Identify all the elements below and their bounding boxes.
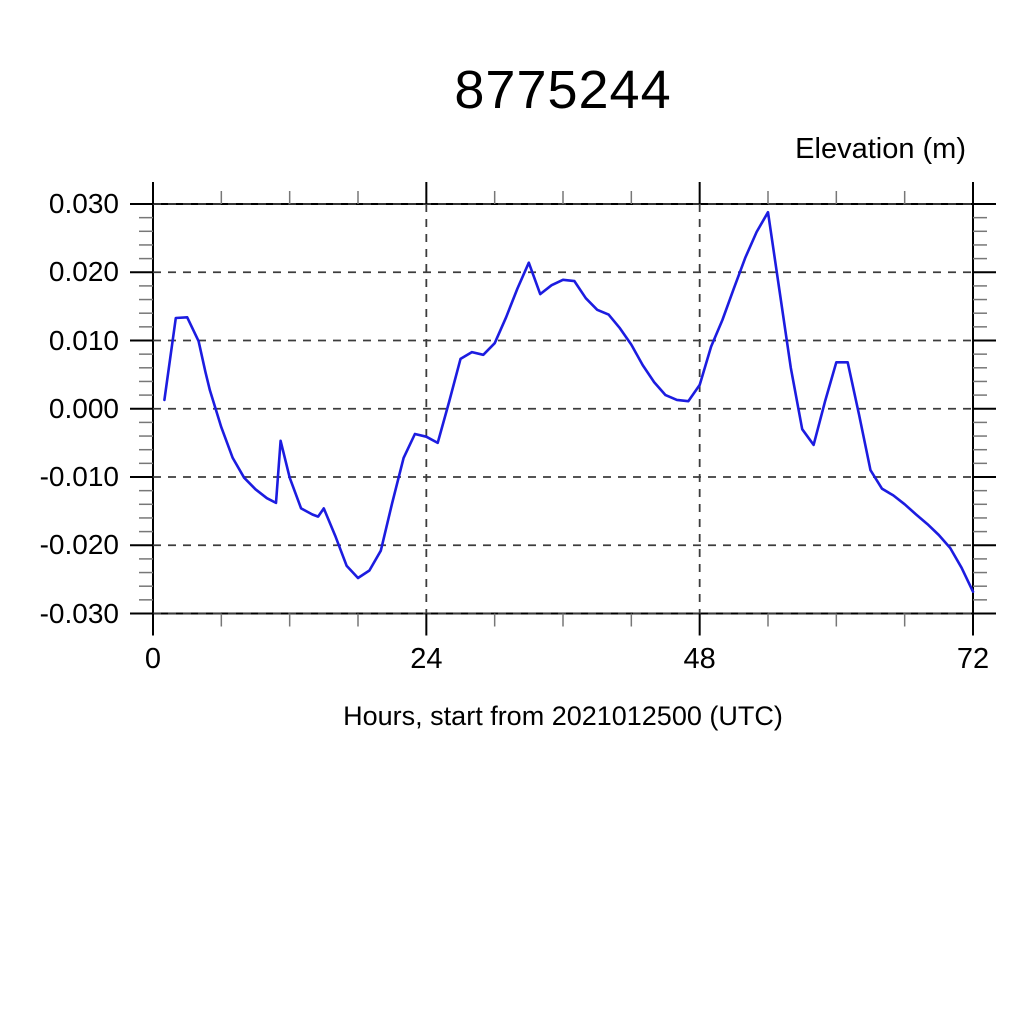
y-tick-label: 0.020: [48, 256, 119, 288]
y-tick-label: -0.020: [39, 529, 119, 561]
elevation-line: [163, 210, 975, 594]
y-tick-label: 0.030: [48, 188, 119, 219]
chart-title: 8775244: [454, 60, 672, 120]
x-tick-label: 24: [410, 643, 443, 675]
x-axis-title: Hours, start from 2021012500 (UTC): [343, 701, 783, 731]
x-tick-label: 48: [683, 643, 716, 675]
x-tick-label: 0: [144, 643, 162, 675]
y-tick-label: -0.010: [39, 461, 119, 492]
x-tick-label: 72: [956, 643, 990, 675]
y-tick-label: 0.000: [48, 392, 119, 424]
y-tick-label: 0.010: [48, 324, 119, 356]
y-tick-label: -0.030: [39, 597, 119, 629]
y-axis-caption: Elevation (m): [795, 133, 966, 165]
